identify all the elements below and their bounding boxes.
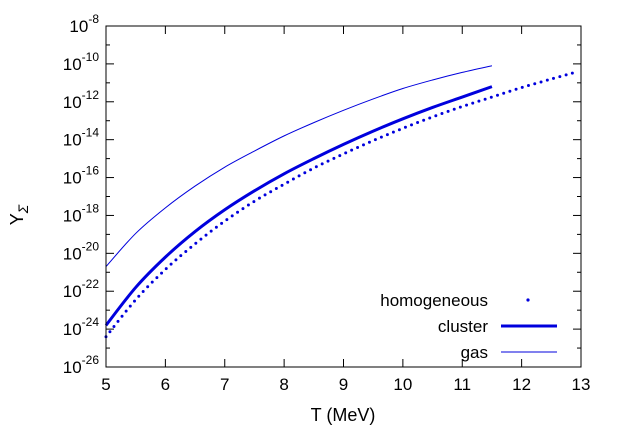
y-tick-label: 10-10 (63, 50, 100, 74)
series-cluster-line (104, 85, 493, 327)
series-gas-line (105, 65, 493, 267)
y-tick-label: 10-20 (63, 239, 100, 263)
y-tick-label-base: 10 (69, 17, 88, 36)
legend-label-cluster: cluster (438, 317, 488, 336)
x-tick-label: 11 (453, 375, 471, 394)
x-tick-labels: 5 6 7 8 9 10 11 12 13 (101, 375, 590, 394)
x-tick-label: 9 (339, 375, 348, 394)
x-tick-label: 6 (161, 375, 170, 394)
y-tick-label: 10-18 (63, 201, 100, 225)
series-lines (104, 65, 577, 339)
x-tick-label: 10 (393, 375, 412, 394)
y-tick-label: 10-8 (69, 12, 99, 36)
y-tick-label-exponent: -20 (82, 239, 100, 253)
y-tick-label-base: 10 (63, 206, 82, 225)
y-tick-label-exponent: -16 (82, 164, 100, 178)
y-axis-label-main: Y (7, 213, 27, 225)
x-tick-label: 7 (220, 375, 229, 394)
tick-marks (105, 25, 582, 368)
x-tick-label: 8 (279, 375, 288, 394)
y-tick-label-base: 10 (63, 93, 82, 112)
x-tick-label: 5 (101, 375, 110, 394)
series-homogeneous-line (104, 70, 577, 339)
x-tick-label: 12 (512, 375, 531, 394)
legend-swatch-homogeneous (526, 298, 530, 302)
plot-frame (105, 25, 582, 368)
y-tick-label-exponent: -18 (82, 201, 100, 215)
x-axis-label: T (MeV) (311, 405, 376, 425)
y-tick-label-base: 10 (63, 320, 82, 339)
legend: homogeneous cluster gas (380, 291, 557, 362)
y-tick-label: 10-12 (63, 88, 100, 112)
y-tick-label-exponent: -22 (82, 277, 100, 291)
y-tick-label-exponent: -26 (82, 353, 100, 367)
y-tick-labels: 10-810-1010-1210-1410-1610-1810-2010-221… (63, 12, 100, 377)
y-tick-label-base: 10 (63, 244, 82, 263)
legend-label-homogeneous: homogeneous (380, 291, 488, 310)
y-tick-label-exponent: -12 (82, 88, 100, 102)
y-axis-label-subscript: Σ (15, 204, 31, 214)
y-tick-label-base: 10 (63, 358, 82, 377)
y-tick-label: 10-16 (63, 164, 100, 188)
y-tick-label-base: 10 (63, 55, 82, 74)
y-tick-label-exponent: -24 (82, 315, 100, 329)
y-axis-label: YΣ (7, 204, 31, 225)
y-tick-label-base: 10 (63, 131, 82, 150)
y-tick-label-exponent: -8 (88, 12, 99, 26)
y-tick-label: 10-22 (63, 277, 100, 301)
x-tick-label: 13 (572, 375, 591, 394)
y-tick-label: 10-14 (63, 126, 100, 150)
y-tick-label: 10-24 (63, 315, 100, 339)
y-tick-label: 10-26 (63, 353, 100, 377)
svg-text:YΣ: YΣ (7, 204, 31, 225)
y-tick-label-exponent: -10 (82, 50, 100, 64)
legend-label-gas: gas (461, 343, 488, 362)
y-tick-label-base: 10 (63, 169, 82, 188)
y-tick-label-exponent: -14 (82, 126, 100, 140)
y-tick-label-base: 10 (63, 282, 82, 301)
